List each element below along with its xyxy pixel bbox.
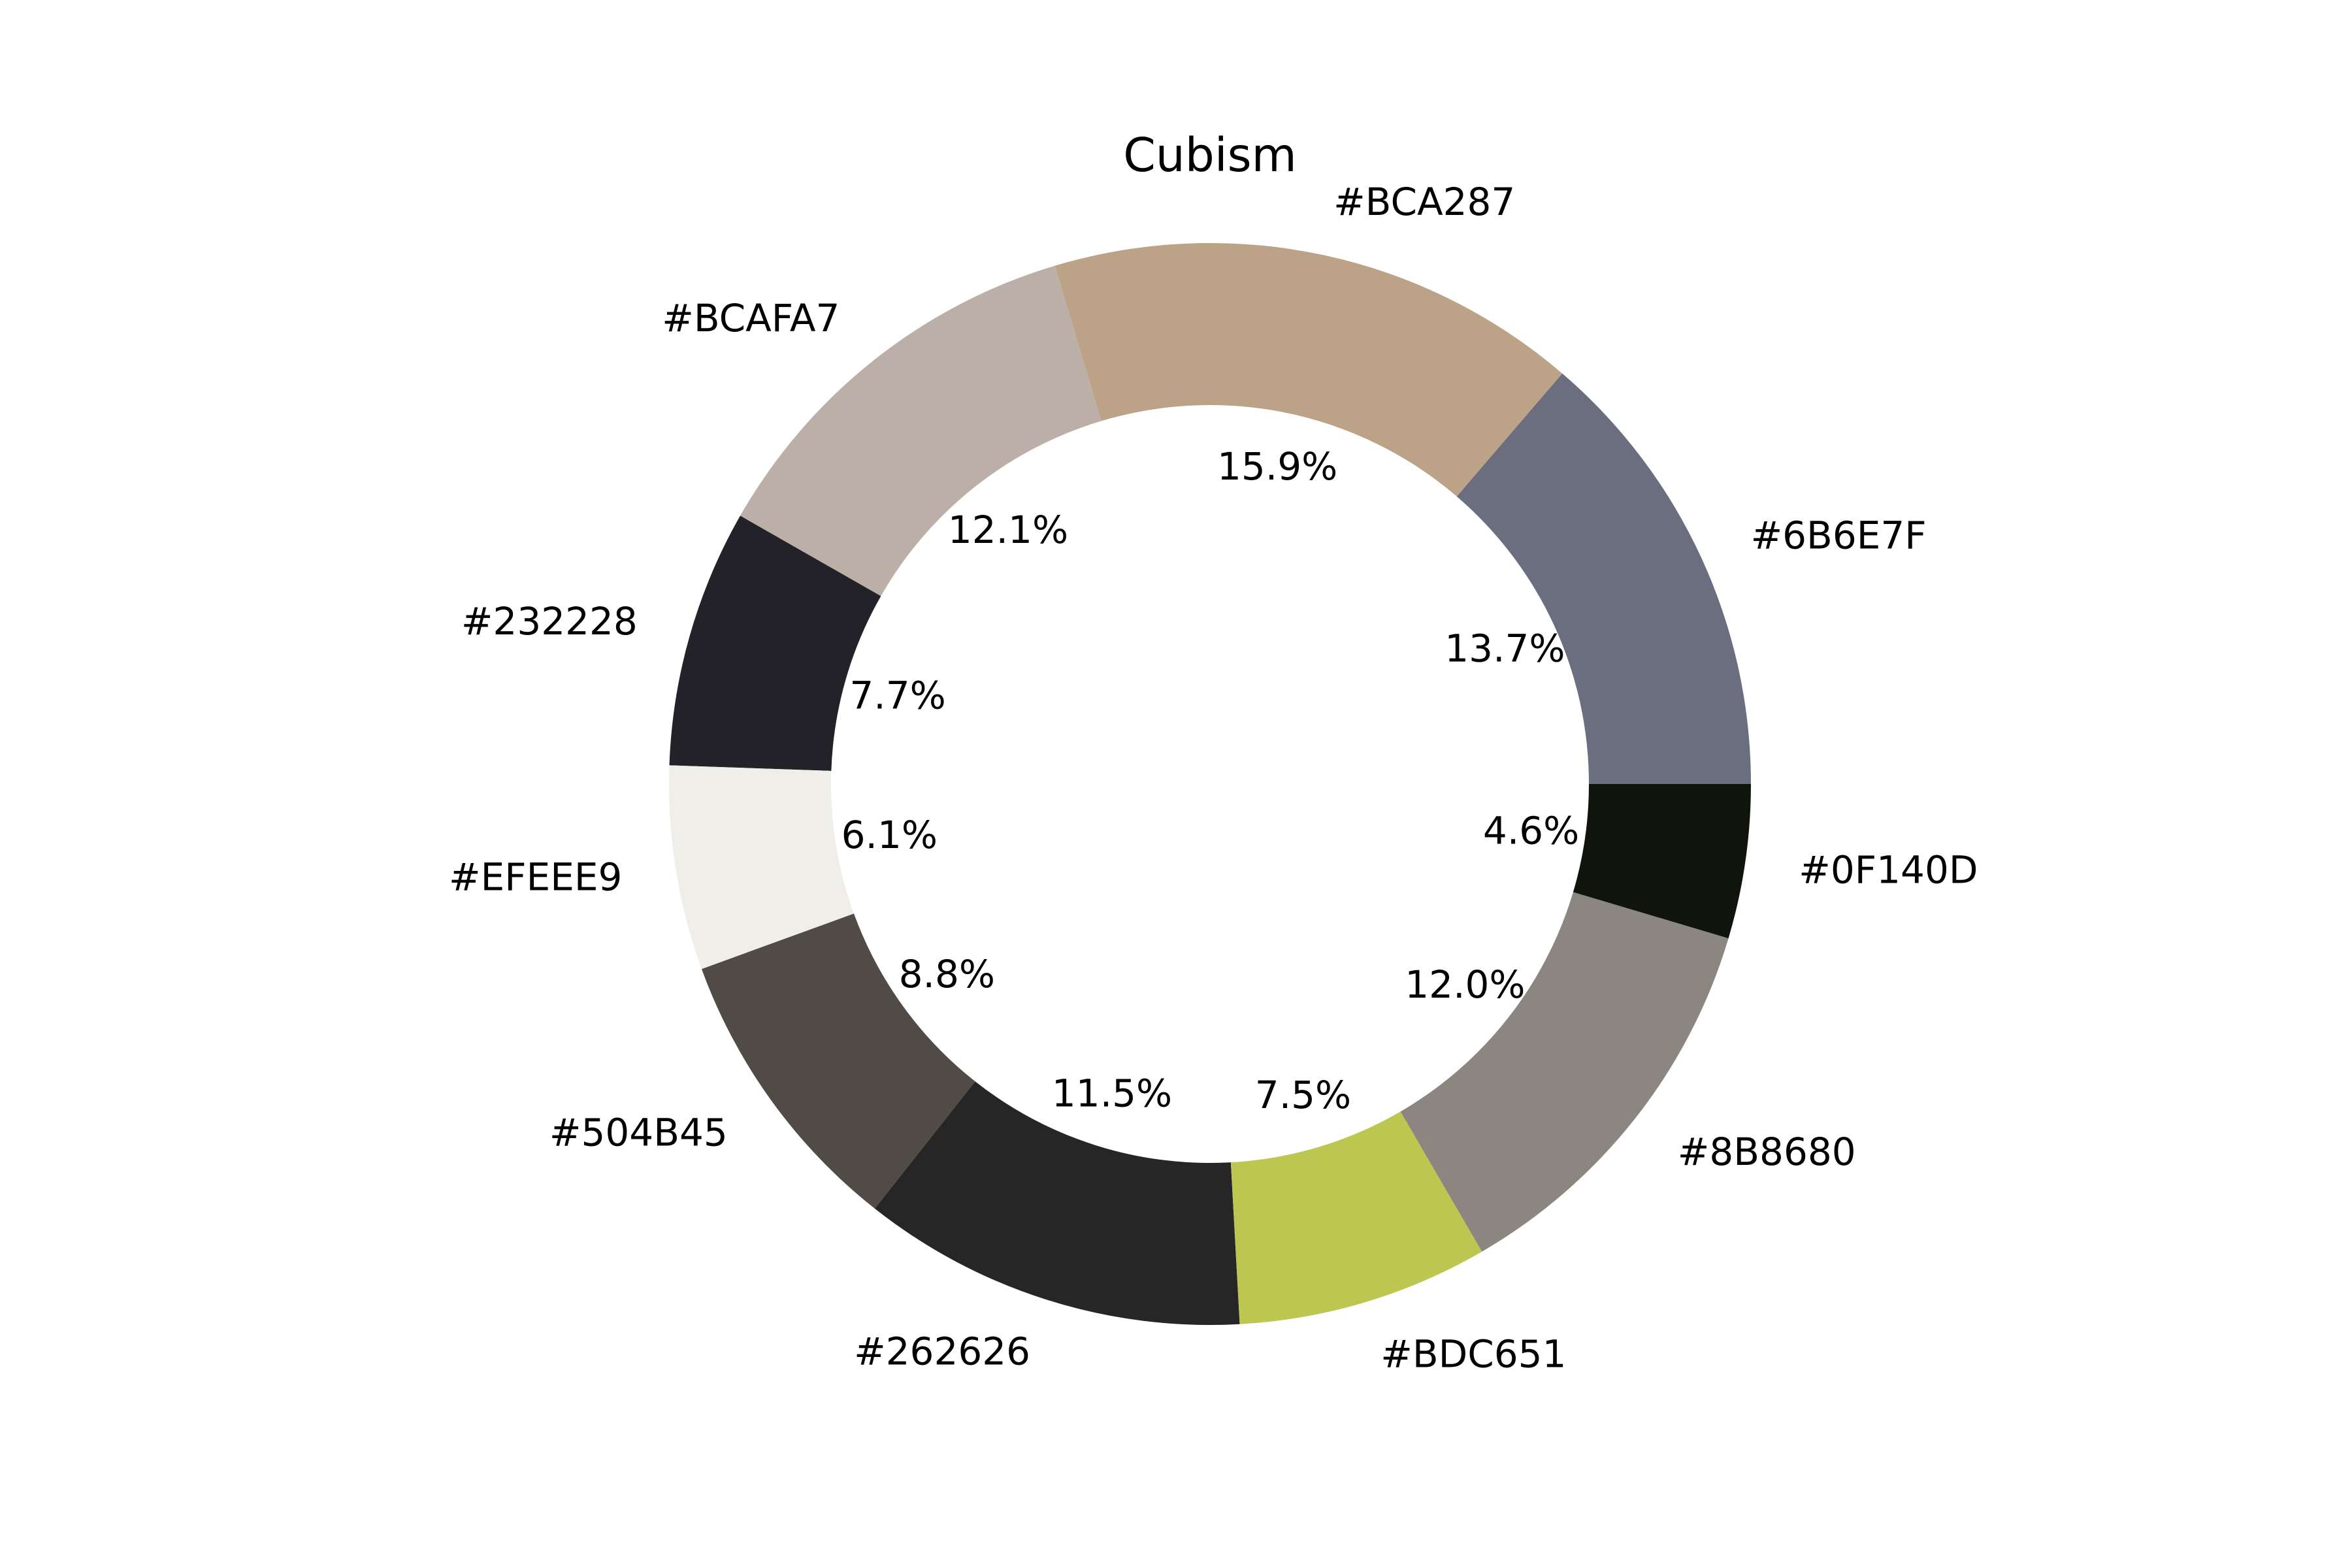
donut-slice [874, 1081, 1240, 1326]
donut-slice [669, 765, 854, 970]
donut-slice [740, 265, 1102, 596]
donut-slice [1456, 373, 1751, 784]
slice-percent-label: 15.9% [1217, 444, 1337, 489]
slices-layer [669, 242, 1751, 1326]
slice-label: #BCA287 [1333, 180, 1515, 224]
slice-percent-label: 12.0% [1405, 962, 1525, 1007]
slice-percent-label: 12.1% [948, 508, 1068, 552]
slice-label: #232228 [461, 599, 638, 644]
slice-label: #BCAFA7 [662, 296, 840, 340]
donut-slice [1400, 892, 1729, 1252]
slice-percent-label: 11.5% [1052, 1071, 1172, 1116]
chart-title: Cubism [1123, 128, 1297, 182]
donut-slice [1054, 242, 1563, 497]
slice-percent-label: 13.7% [1445, 627, 1565, 671]
donut-slice [1573, 784, 1751, 939]
slice-percent-label: 4.6% [1483, 809, 1579, 853]
slice-label: #0F140D [1799, 847, 1978, 892]
slice-percent-label: 7.7% [849, 673, 945, 717]
slice-percent-label: 8.8% [899, 952, 995, 996]
labels-layer: #6B6E7F 13.7% #BCA287 15.9% #BCAFA7 12.1% #232… [449, 180, 1978, 1377]
slice-percent-label: 6.1% [841, 813, 938, 857]
slice-label: #6B6E7F [1751, 514, 1927, 558]
slice-label: #504B45 [549, 1111, 728, 1155]
slice-label: #BDC651 [1380, 1332, 1566, 1377]
slice-label: #262626 [854, 1329, 1030, 1373]
donut-slice [701, 913, 975, 1209]
slice-label: #EFEEE9 [449, 855, 622, 900]
donut-slice [669, 515, 881, 771]
donut-slice [1230, 1111, 1482, 1324]
slice-label: #8B8680 [1678, 1130, 1856, 1174]
slice-percent-label: 7.5% [1255, 1073, 1351, 1117]
